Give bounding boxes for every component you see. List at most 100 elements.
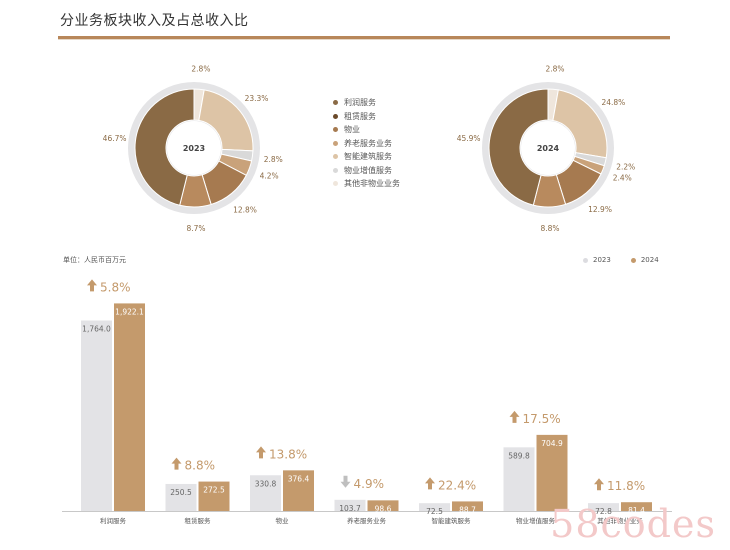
bar-legend-label-2023: 2023	[593, 256, 611, 264]
legend-item: 物业增值服务	[333, 164, 400, 178]
bar-category-label: 物业	[276, 516, 290, 525]
bar-2023	[419, 503, 450, 511]
bar-category-label: 物业增值服务	[516, 516, 556, 525]
bar-value-label-2024: 376.4	[288, 474, 310, 483]
bar-value-label-2023: 103.7	[339, 504, 361, 513]
donut-center-label: 2023	[183, 144, 205, 153]
title-underline	[58, 36, 670, 39]
bar-legend: 2023 2024	[583, 256, 659, 264]
legend-label: 租赁服务	[344, 111, 376, 121]
bar-value-label-2024: 98.6	[375, 504, 392, 513]
bar-2023	[165, 483, 197, 511]
pie-slice-label: 23.3%	[245, 94, 269, 103]
legend-item: 其他非物业业务	[333, 177, 400, 191]
legend-swatch	[333, 154, 338, 160]
growth-label: 11.8%	[607, 479, 645, 493]
growth-up-icon	[87, 279, 97, 292]
bar-2024	[198, 481, 230, 511]
growth-up-icon	[594, 478, 604, 491]
legend-swatch	[333, 113, 338, 119]
pie-slice-label: 2.8%	[264, 155, 283, 164]
bar-value-label-2023: 250.5	[170, 488, 192, 497]
bar-value-label-2023: 72.5	[426, 507, 443, 516]
pie-slice-label: 46.7%	[103, 134, 127, 143]
legend-label: 物业增值服务	[344, 165, 392, 175]
legend-label: 其他非物业业务	[344, 179, 400, 188]
pie-slice	[134, 88, 195, 206]
bar-2023	[588, 503, 619, 511]
pie-slice	[488, 88, 549, 206]
pie-slice-label: 12.8%	[233, 206, 257, 215]
legend-label: 物业	[344, 125, 360, 134]
bar-value-label-2024: 704.9	[541, 439, 563, 448]
growth-down-icon	[340, 475, 351, 488]
bar-value-label-2024: 1,922.1	[115, 307, 144, 316]
pie-slice-label: 12.9%	[588, 205, 612, 214]
donut-center-label: 2024	[537, 144, 560, 153]
growth-up-icon	[256, 446, 266, 459]
bar-value-label-2024: 272.5	[203, 486, 225, 495]
bar-legend-swatch-2023	[583, 257, 588, 263]
legend-item: 物业	[333, 123, 400, 137]
pie-slice-label: 45.9%	[457, 134, 481, 143]
growth-up-icon	[425, 477, 435, 490]
growth-up-icon	[171, 457, 182, 470]
pie-slice	[552, 89, 608, 159]
bar-value-label-2024: 88.7	[459, 505, 476, 514]
donut-hole	[521, 121, 575, 175]
growth-label: 4.9%	[354, 477, 385, 491]
growth-label: 8.8%	[185, 459, 216, 473]
legend-swatch	[333, 140, 338, 146]
pie-slice-label: 2.2%	[616, 163, 635, 172]
legend-swatch	[333, 127, 338, 133]
bar-category-label: 其他非物业业务	[597, 516, 643, 525]
bar-2024	[114, 303, 145, 511]
bar-value-label-2023: 72.8	[595, 507, 612, 516]
pie-slice-label: 8.7%	[186, 224, 205, 233]
legend-swatch	[333, 167, 338, 173]
growth-up-icon	[509, 410, 520, 423]
legend-item: 利润服务	[333, 96, 400, 110]
legend-label: 智能建筑服务	[344, 152, 392, 161]
bar-2024	[452, 501, 483, 511]
bar-2024	[367, 500, 399, 511]
legend-label: 利润服务	[344, 98, 376, 107]
pie-slice-label: 8.8%	[540, 224, 559, 233]
legend-item: 智能建筑服务	[333, 150, 400, 164]
watermark: 58codes	[550, 502, 716, 546]
pie-slice-label: 2.4%	[613, 174, 632, 183]
bar-2023	[503, 447, 535, 511]
donut-hole	[167, 121, 221, 175]
title-underline-thin	[58, 39, 670, 40]
legend-item: 养老服务业务	[333, 137, 400, 151]
legend-item: 租赁服务	[333, 110, 400, 124]
bar-value-label-2023: 589.8	[508, 451, 530, 460]
growth-label: 13.8%	[269, 447, 307, 461]
legend-swatch	[333, 181, 338, 187]
bar-2023	[334, 499, 366, 511]
bar-2024	[536, 434, 568, 511]
bar-value-label-2023: 330.8	[255, 479, 277, 488]
growth-label: 22.4%	[438, 478, 476, 492]
bar-legend-2023: 2023	[583, 256, 611, 264]
pie-slice-label: 2.8%	[546, 64, 565, 73]
pie-legend: 利润服务 租赁服务 物业 养老服务业务 智能建筑服务 物业增值服务 其他非物业业…	[333, 96, 400, 191]
bar-value-label-2024: 81.4	[628, 506, 645, 515]
pie-slice-label: 24.8%	[601, 98, 625, 107]
page-title: 分业务板块收入及占总收入比	[60, 13, 249, 29]
bar-category-label: 智能建筑服务	[432, 516, 472, 525]
pie-slice-label: 4.2%	[260, 172, 279, 181]
bar-category-label: 租赁服务	[185, 516, 212, 525]
growth-label: 5.8%	[100, 280, 131, 294]
bar-2024	[621, 502, 652, 511]
legend-label: 养老服务业务	[344, 138, 392, 148]
bar-legend-2024: 2024	[630, 256, 659, 264]
bar-unit-label: 单位：人民币百万元	[63, 256, 126, 264]
bar-value-label-2023: 1,764.0	[82, 324, 111, 333]
bar-2023	[81, 320, 112, 511]
pie-slice-label: 2.8%	[191, 64, 210, 73]
bar-category-label: 利润服务	[100, 516, 127, 525]
bar-legend-label-2024: 2024	[640, 256, 659, 264]
legend-swatch	[333, 100, 338, 106]
